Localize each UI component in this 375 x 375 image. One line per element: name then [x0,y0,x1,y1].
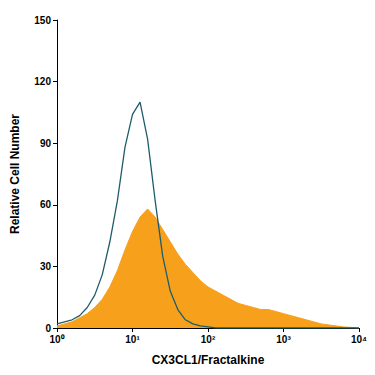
svg-text:CX3CL1/Fractalkine: CX3CL1/Fractalkine [152,353,265,367]
svg-text:10¹: 10¹ [125,334,140,345]
svg-text:10⁴: 10⁴ [351,334,367,345]
svg-text:Relative Cell Number: Relative Cell Number [8,114,22,234]
svg-text:0: 0 [45,323,51,334]
svg-text:10²: 10² [201,334,216,345]
svg-text:150: 150 [34,15,51,26]
svg-text:10⁰: 10⁰ [49,334,64,345]
svg-text:60: 60 [40,199,52,210]
svg-text:90: 90 [40,138,52,149]
svg-text:30: 30 [40,261,52,272]
svg-text:120: 120 [34,76,51,87]
svg-text:10³: 10³ [276,334,291,345]
